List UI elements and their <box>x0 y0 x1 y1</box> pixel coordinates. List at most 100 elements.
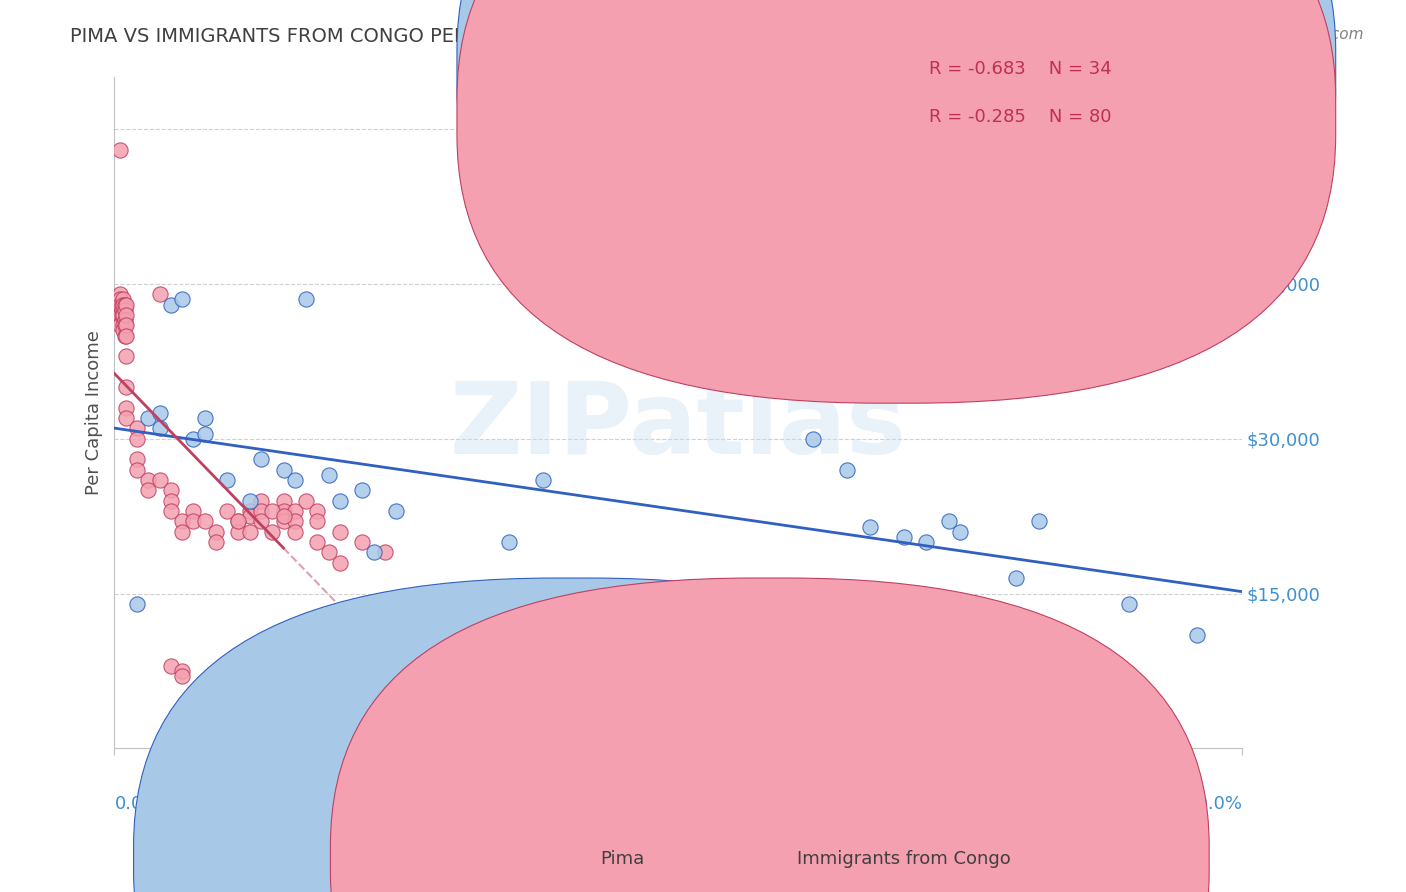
Point <box>217 504 239 518</box>
Point <box>108 293 131 307</box>
Point <box>307 504 329 518</box>
Point <box>108 318 131 333</box>
Point <box>112 293 135 307</box>
Text: R = -0.285    N = 80: R = -0.285 N = 80 <box>929 108 1112 126</box>
Point <box>159 659 181 673</box>
Point <box>114 308 136 322</box>
Text: PIMA VS IMMIGRANTS FROM CONGO PER CAPITA INCOME CORRELATION CHART: PIMA VS IMMIGRANTS FROM CONGO PER CAPITA… <box>70 27 844 45</box>
Point <box>148 287 170 301</box>
Point <box>859 519 882 533</box>
Point <box>114 318 136 333</box>
Point <box>114 328 136 343</box>
Point <box>262 524 284 539</box>
Point <box>262 504 284 518</box>
Point <box>112 297 135 311</box>
Point <box>284 473 307 487</box>
Point <box>284 514 307 528</box>
Point <box>329 524 352 539</box>
Point <box>1028 514 1050 528</box>
Point <box>114 302 136 317</box>
Point <box>250 514 273 528</box>
Point <box>108 143 131 157</box>
Point <box>125 452 148 467</box>
Point <box>239 504 262 518</box>
Point <box>1118 597 1140 611</box>
Point <box>114 297 136 311</box>
Point <box>194 680 217 694</box>
Text: R = -0.683    N = 34: R = -0.683 N = 34 <box>929 60 1112 78</box>
Point <box>159 483 181 498</box>
Point <box>114 313 136 327</box>
Text: Pima: Pima <box>600 850 644 868</box>
Point <box>125 463 148 477</box>
Point <box>228 514 250 528</box>
Point <box>108 287 131 301</box>
Point <box>1185 628 1208 642</box>
Point <box>273 509 295 524</box>
Point <box>1005 571 1028 585</box>
Point <box>329 493 352 508</box>
Point <box>183 432 205 446</box>
Point <box>170 514 193 528</box>
Text: Source: ZipAtlas.com: Source: ZipAtlas.com <box>1201 27 1364 42</box>
Point <box>159 493 181 508</box>
Point <box>217 690 239 704</box>
Point <box>295 493 318 508</box>
Point <box>148 473 170 487</box>
Point <box>111 297 134 311</box>
Point <box>307 514 329 528</box>
Point <box>170 669 193 683</box>
Point <box>136 411 159 425</box>
Point <box>217 473 239 487</box>
Point <box>114 328 136 343</box>
Point <box>183 514 205 528</box>
Point <box>949 524 972 539</box>
Point <box>284 504 307 518</box>
Point <box>352 535 374 549</box>
Point <box>239 493 262 508</box>
Point <box>114 380 136 394</box>
Point <box>125 597 148 611</box>
Point <box>114 318 136 333</box>
Point <box>352 483 374 498</box>
Point <box>329 556 352 570</box>
Point <box>837 463 859 477</box>
Point <box>498 535 520 549</box>
Point <box>374 545 396 559</box>
Point <box>205 524 228 539</box>
Point <box>136 483 159 498</box>
Point <box>250 504 273 518</box>
Point <box>112 318 135 333</box>
Point <box>250 452 273 467</box>
Point <box>363 545 385 559</box>
Point <box>250 493 273 508</box>
Point <box>893 530 915 544</box>
Point <box>194 411 217 425</box>
Point <box>205 684 228 698</box>
Point <box>239 524 262 539</box>
Point <box>938 514 960 528</box>
Text: 0.0%: 0.0% <box>114 796 160 814</box>
Point <box>723 607 745 622</box>
Point <box>148 406 170 420</box>
Point <box>803 432 825 446</box>
Point <box>228 514 250 528</box>
Point <box>114 349 136 363</box>
Point <box>295 293 318 307</box>
Point <box>273 504 295 518</box>
Point <box>194 514 217 528</box>
Point <box>112 308 135 322</box>
Point <box>531 473 554 487</box>
Text: ZIPatlas: ZIPatlas <box>450 378 907 475</box>
Point <box>183 504 205 518</box>
Point <box>111 308 134 322</box>
Point <box>217 695 239 709</box>
Point <box>307 535 329 549</box>
Point <box>114 411 136 425</box>
Point <box>273 463 295 477</box>
Point <box>159 297 181 311</box>
Point <box>108 308 131 322</box>
Point <box>915 535 938 549</box>
Point <box>385 504 408 518</box>
Point <box>239 509 262 524</box>
